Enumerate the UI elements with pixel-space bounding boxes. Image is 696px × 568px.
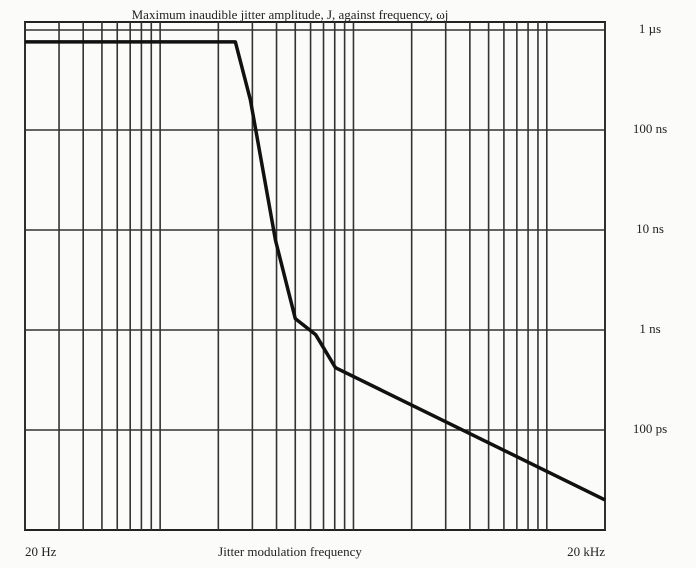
y-tick-label: 10 ns	[636, 221, 664, 236]
chart-title: Maximum inaudible jitter amplitude, J, a…	[132, 7, 449, 22]
x-tick-label: 20 kHz	[567, 544, 605, 559]
y-tick-label: 1 µs	[639, 21, 661, 36]
y-tick-label: 1 ns	[639, 321, 660, 336]
y-tick-label: 100 ps	[633, 421, 667, 436]
x-axis-title: Jitter modulation frequency	[218, 544, 362, 559]
data-line	[25, 40, 606, 502]
y-tick-label: 100 ns	[633, 121, 667, 136]
x-tick-label: 20 Hz	[25, 544, 57, 559]
